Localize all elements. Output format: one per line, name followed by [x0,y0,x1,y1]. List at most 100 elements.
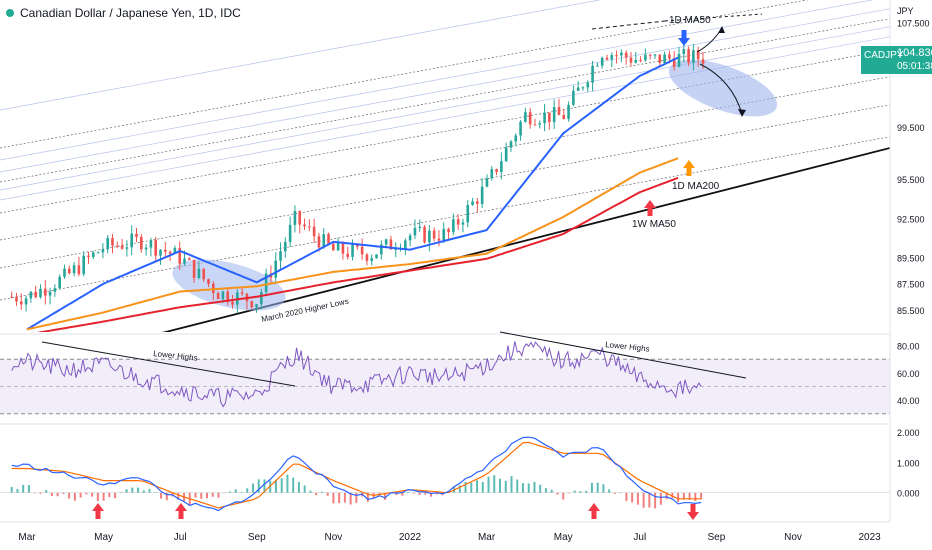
macd-histogram-bar [700,492,703,500]
candle-body [63,268,66,277]
candle-body [255,304,258,308]
resistance-line [591,20,666,30]
candle-body [67,268,71,274]
candle-body [509,141,513,148]
candle-body [260,292,263,305]
macd-histogram-bar [631,492,634,503]
candle-body [19,301,23,305]
candle-body [87,255,90,258]
macd-histogram-bar [682,492,685,500]
macd-histogram-bar [464,482,467,493]
macd-histogram-bar [430,492,433,497]
price-tick-label: 99.500 [897,123,925,133]
candle-body [48,291,52,296]
candle-body [408,235,412,241]
channel-line [0,104,890,269]
macd-histogram-bar [165,492,168,501]
candle-body [692,50,695,63]
candle-body [188,258,191,260]
arrow-down-icon [687,504,699,520]
candle-body [91,252,95,258]
candle-body [375,254,378,259]
candle-body [586,82,590,88]
chart-header: Canadian Dollar / Japanese Yen, 1D, IDC [6,6,241,20]
macd-histogram-bar [251,483,254,493]
price-tick-label: 107.500 [897,18,930,28]
channel-line [0,36,890,201]
candle-body [485,178,489,187]
candle-body [423,226,426,243]
candle-body [317,236,321,248]
candle-body [682,49,686,54]
candle-body [404,240,407,249]
candle-body [308,226,311,228]
candle-body [221,291,225,300]
candle-body [288,224,292,242]
macd-histogram-bar [613,492,616,494]
candle-body [250,301,254,308]
resistance-line [664,13,763,22]
macd-histogram-bar [665,492,668,500]
candle-body [135,233,138,237]
macd-histogram-bar [694,492,697,501]
rsi-line [11,341,702,408]
candle-body [197,268,201,278]
candle-body [596,65,599,67]
macd-histogram-bar [527,483,530,493]
macd-histogram-bar [211,492,214,497]
channel-line [0,0,874,161]
macd-histogram-bar [378,492,381,496]
channel-line [0,76,890,241]
macd-histogram-bar [194,492,197,498]
macd-histogram-bar [223,492,226,494]
macd-histogram-bar [407,491,410,493]
macd-histogram-bar [567,492,570,494]
arrow-up-icon [175,503,187,519]
macd-histogram-bar [79,492,82,498]
macd-histogram-bar [602,484,605,493]
macd-histogram-bar [73,492,76,501]
candle-body [471,201,474,206]
candle-body [346,253,350,257]
macd-histogram-bar [263,479,266,493]
macd-histogram-bar [292,477,295,493]
candle-body [428,230,431,243]
macd-histogram-bar [68,492,71,499]
rsi-trendline [499,331,747,379]
series-1d-ma50 [26,56,679,331]
macd-histogram-bar [297,481,300,493]
time-tick-label: May [554,532,573,543]
candle-body [394,248,398,250]
candle-body [610,55,614,60]
candle-body [125,247,129,249]
macd-histogram-bar [401,492,404,496]
macd-histogram-bar [659,492,662,505]
main-pane [10,41,778,332]
macd-histogram-bar [688,492,691,500]
price-tick-label: 89.500 [897,254,925,264]
candle-body [562,115,566,119]
macd-histogram-bar [573,490,576,493]
macd-histogram-bar [550,489,553,493]
macd-histogram-bar [510,476,513,493]
candle-body [543,112,546,124]
candle-body [298,211,302,225]
chart-title: Canadian Dollar / Japanese Yen, 1D, IDC [20,6,241,20]
time-tick-label: Sep [708,532,726,543]
candle-body [360,246,364,255]
time-tick-label: Mar [478,532,496,543]
candle-body [168,251,172,254]
candle-body [120,245,124,249]
macd-histogram-bar [10,487,13,493]
rsi-tick-label: 80.00 [897,342,920,352]
candle-body [34,291,37,298]
macd-histogram-bar [355,492,358,503]
candle-body [557,107,561,116]
candle-body [490,169,494,179]
macd-histogram-bar [280,478,283,493]
candle-body [77,265,81,275]
arrow-up-icon [644,200,656,216]
candle-body [663,54,666,63]
